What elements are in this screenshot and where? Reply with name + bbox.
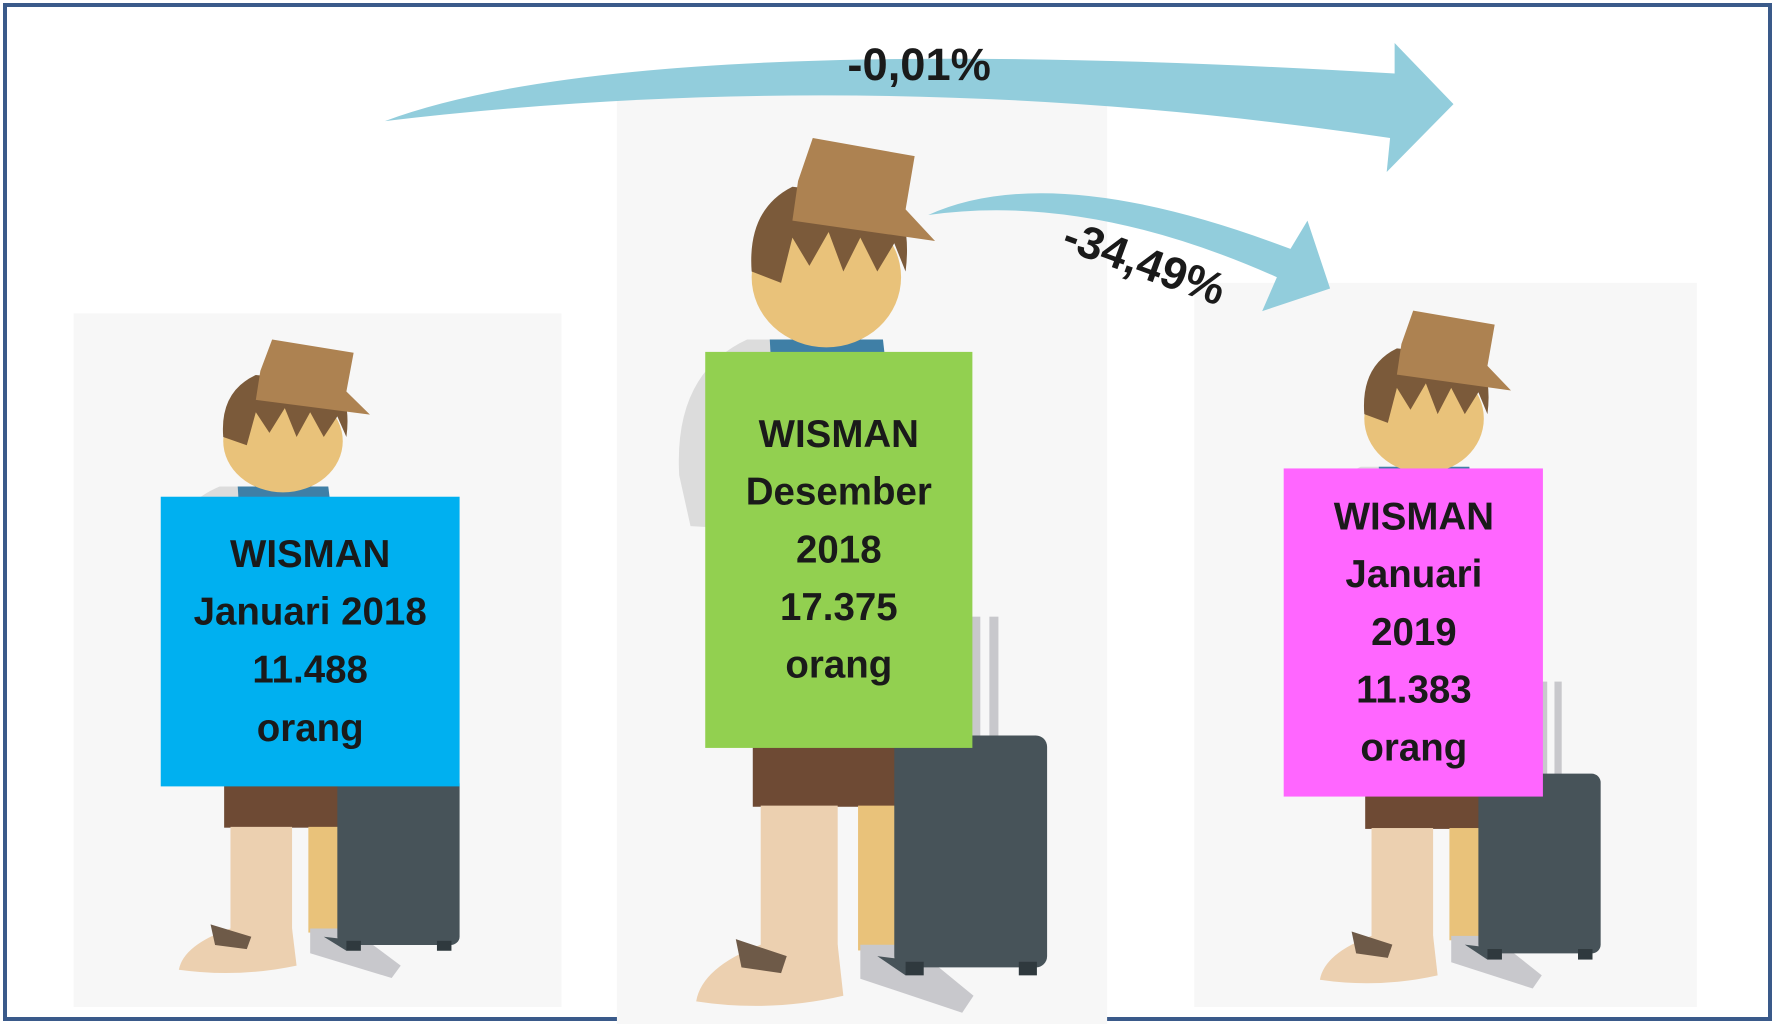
card-line: 11.488 bbox=[252, 648, 368, 691]
card-line: orang bbox=[785, 644, 892, 687]
change-label: -0,01% bbox=[847, 39, 990, 90]
card-line: orang bbox=[257, 707, 364, 750]
card-line: WISMAN bbox=[230, 533, 390, 576]
card-line: Desember bbox=[746, 471, 932, 514]
card-line: Januari 2018 bbox=[194, 591, 427, 634]
card-line: Januari bbox=[1345, 553, 1482, 596]
card-line: orang bbox=[1360, 726, 1467, 769]
card-line: 2019 bbox=[1371, 611, 1457, 654]
page: -0,01% -34,49% WISMAN Januari 2018 11.48… bbox=[0, 0, 1775, 1024]
card-line: 2018 bbox=[796, 528, 882, 571]
card-line: 17.375 bbox=[780, 586, 898, 629]
card-line: WISMAN bbox=[759, 413, 919, 456]
card-line: 11.383 bbox=[1356, 669, 1472, 712]
infographic: -0,01% -34,49% WISMAN Januari 2018 11.48… bbox=[0, 0, 1775, 1024]
card-line: WISMAN bbox=[1334, 496, 1494, 539]
